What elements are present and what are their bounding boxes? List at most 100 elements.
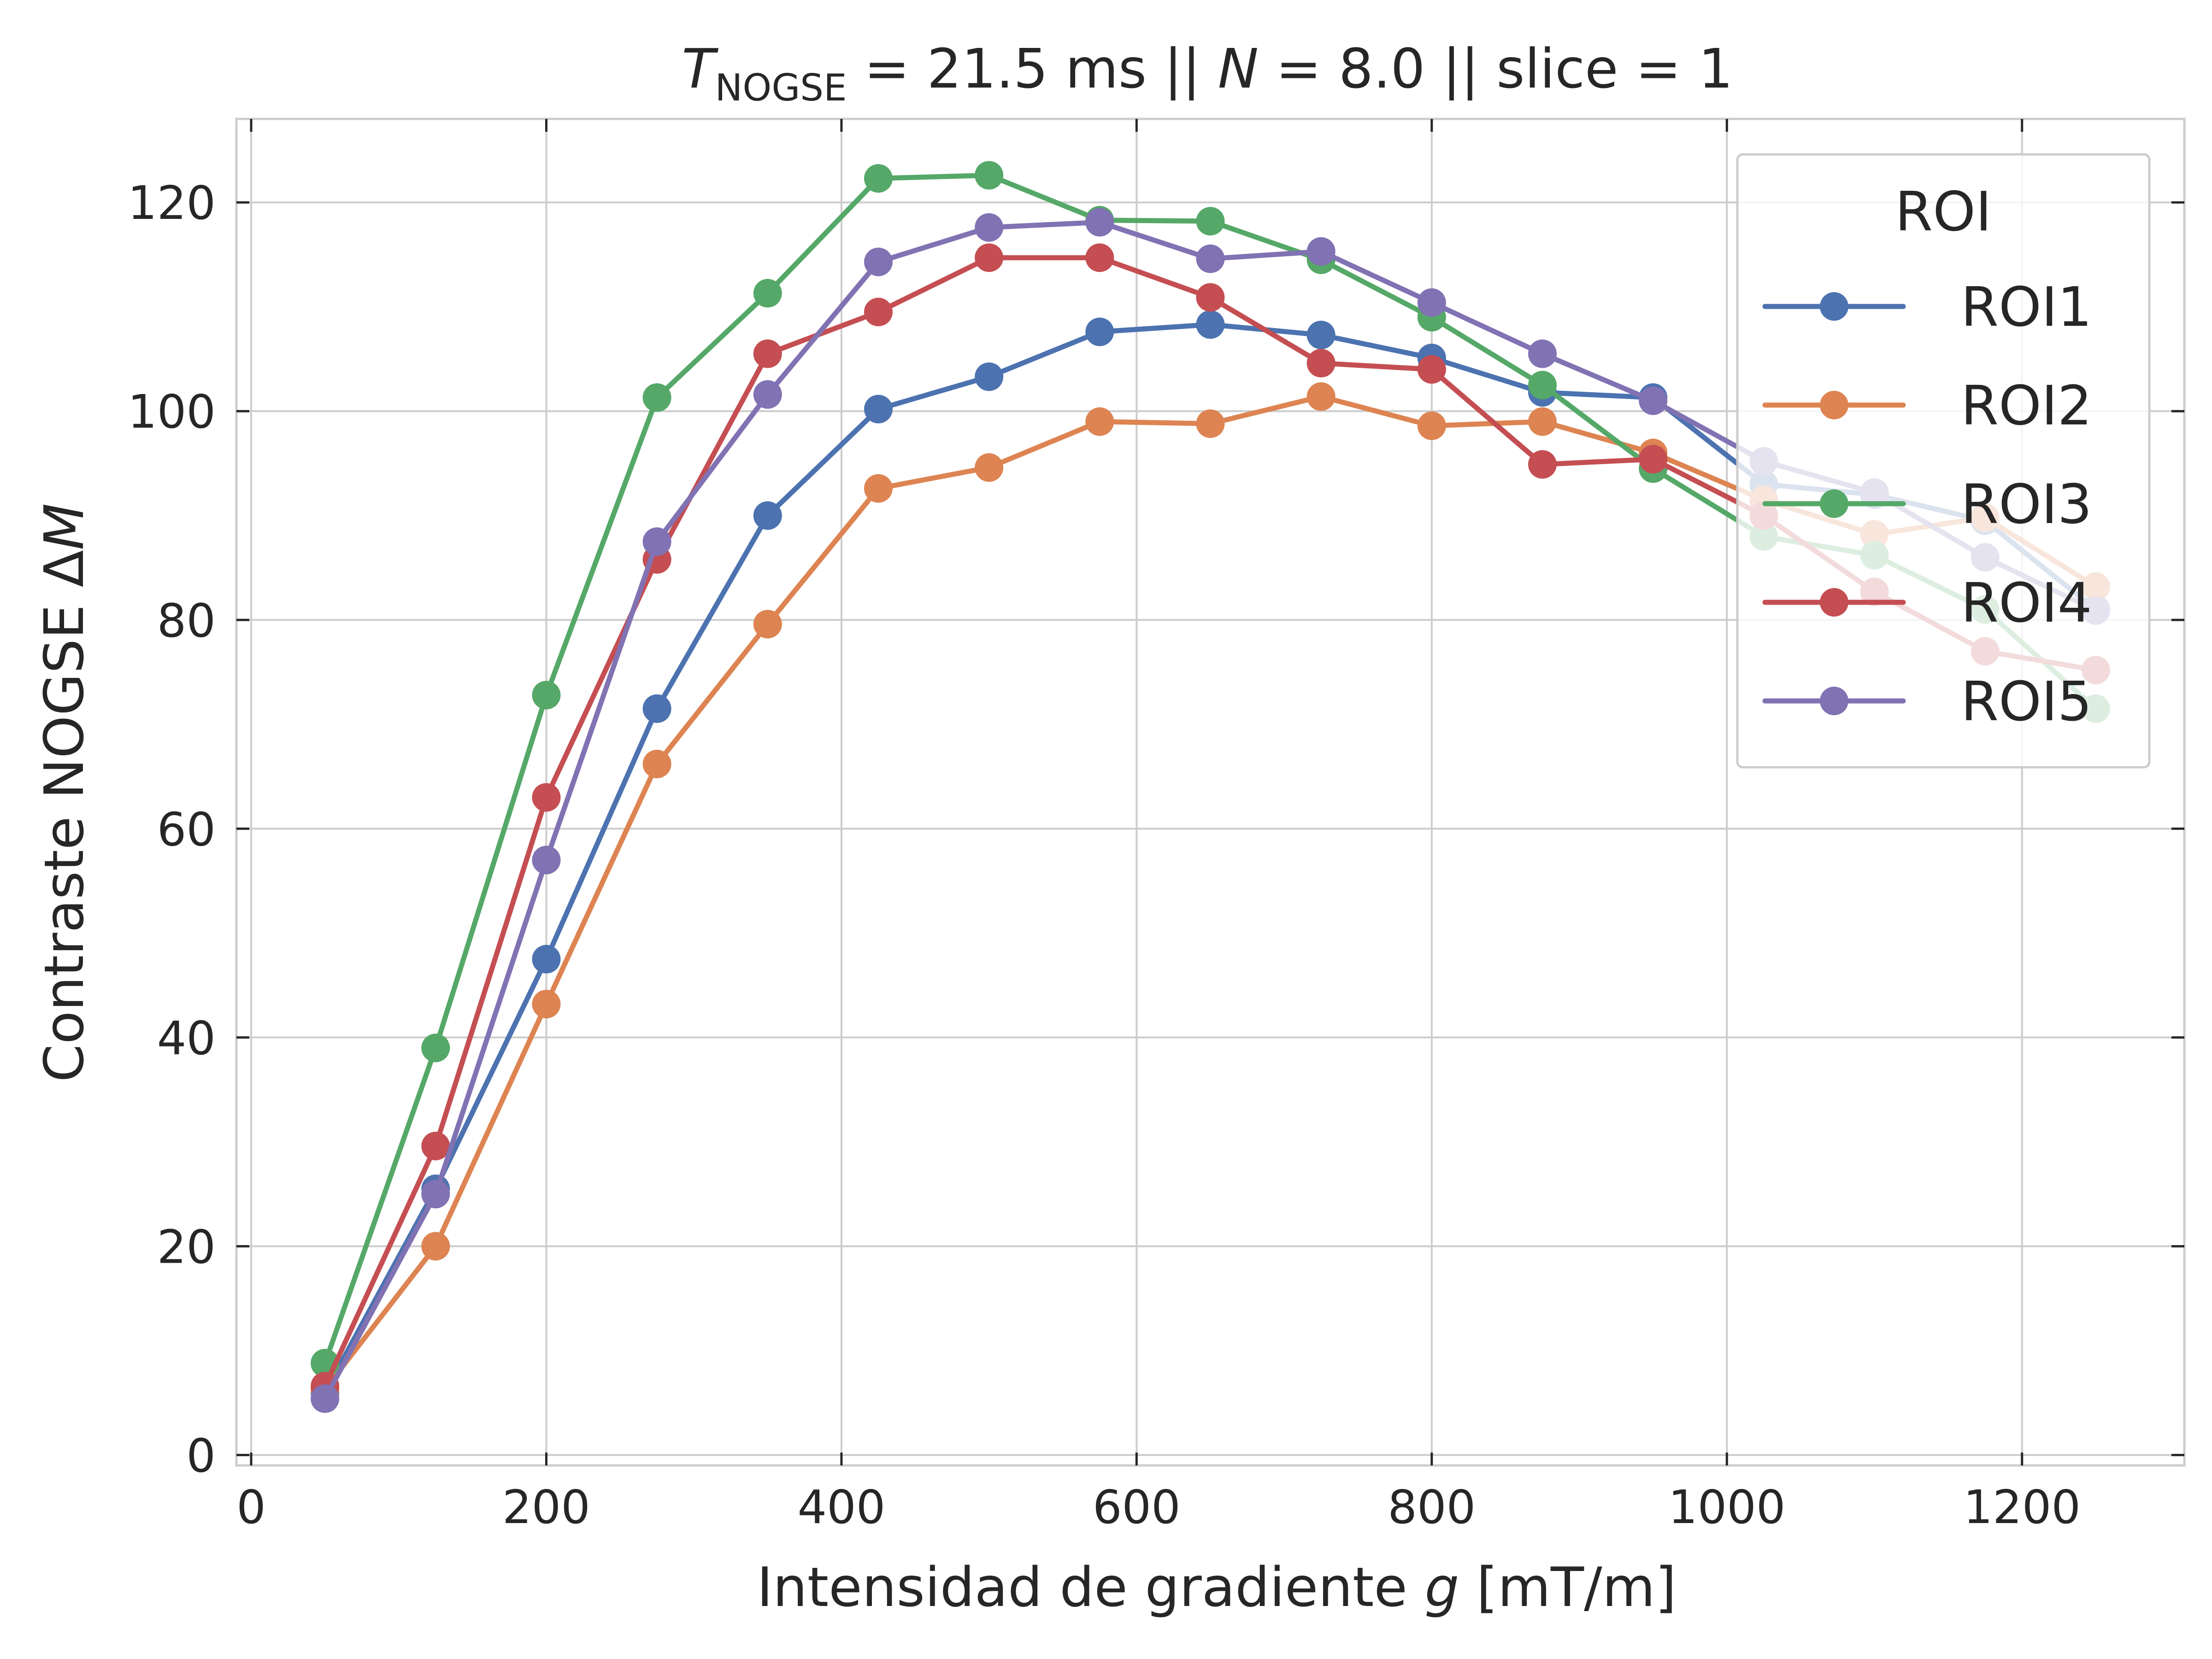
- data-point: [421, 1033, 450, 1062]
- x-axis-label-var: g: [1425, 1555, 1459, 1619]
- chart-title: TNOGSE = 21.5 ms || N = 8.0 || slice = 1: [682, 37, 1733, 109]
- data-point: [1417, 355, 1446, 384]
- data-point: [753, 501, 782, 530]
- legend: ROI ROI1 ROI2 ROI3 ROI4 ROI5: [1736, 153, 2151, 769]
- title-symbol: T: [682, 37, 718, 100]
- legend-label: ROI3: [1961, 472, 2092, 536]
- legend-label: ROI4: [1961, 571, 2092, 635]
- legend-item-roi2: ROI2: [1762, 374, 2092, 437]
- legend-marker: [1820, 588, 1848, 617]
- y-tick-label: 40: [157, 1011, 216, 1065]
- legend-marker: [1820, 489, 1848, 518]
- data-point: [642, 694, 671, 723]
- legend-marker: [1820, 391, 1848, 419]
- data-point: [975, 161, 1004, 190]
- data-point: [975, 453, 1004, 482]
- data-point: [1528, 339, 1557, 368]
- x-tick-label: 200: [502, 1480, 590, 1534]
- data-point: [1528, 371, 1557, 400]
- data-point: [532, 783, 561, 812]
- data-point: [975, 213, 1004, 242]
- data-point: [421, 1131, 450, 1160]
- data-point: [1196, 244, 1225, 273]
- data-point: [864, 474, 893, 503]
- data-point: [864, 394, 893, 424]
- data-point: [642, 383, 671, 412]
- legend-title: ROI: [1895, 180, 1992, 243]
- grid: [236, 119, 2184, 1465]
- title-text-a: = 21.5 ms ||: [847, 37, 1218, 100]
- data-point: [1528, 450, 1557, 479]
- y-tick-label: 80: [157, 594, 216, 647]
- data-point: [532, 681, 561, 710]
- plot-frame: [235, 118, 2186, 1467]
- legend-item-roi5: ROI5: [1762, 670, 2092, 733]
- y-tick-label: 60: [157, 802, 216, 856]
- title-n-symbol: N: [1218, 37, 1259, 100]
- legend-label: ROI5: [1961, 670, 2092, 733]
- data-point: [421, 1232, 450, 1261]
- legend-items: ROI1 ROI2 ROI3 ROI4 ROI5: [1762, 275, 2092, 733]
- x-tick-label: 1000: [1668, 1480, 1786, 1534]
- data-point: [1085, 208, 1114, 237]
- legend-item-roi4: ROI4: [1762, 571, 2092, 635]
- x-tick-label: 400: [797, 1480, 885, 1534]
- data-point: [864, 247, 893, 276]
- data-point: [1639, 386, 1668, 415]
- data-point: [753, 279, 782, 308]
- data-point: [753, 380, 782, 409]
- data-point: [753, 339, 782, 368]
- data-point: [1196, 206, 1225, 235]
- data-point: [1639, 445, 1668, 474]
- legend-item-roi3: ROI3: [1762, 472, 2092, 536]
- data-point: [1196, 283, 1225, 312]
- data-point: [1196, 409, 1225, 438]
- title-subscript: NOGSE: [715, 66, 847, 109]
- data-point: [1196, 310, 1225, 339]
- x-tick-label: 0: [236, 1480, 266, 1534]
- data-point: [1306, 382, 1335, 411]
- data-point: [975, 362, 1004, 391]
- y-tick-label: 20: [157, 1220, 216, 1274]
- data-point: [1306, 237, 1335, 266]
- x-axis-label-unit: [mT/m]: [1459, 1555, 1676, 1619]
- y-axis-label: Contraste NOGSE ΔM: [32, 503, 96, 1082]
- legend-label: ROI1: [1961, 275, 2092, 339]
- data-point: [532, 945, 561, 974]
- x-tick-label: 600: [1093, 1480, 1181, 1534]
- data-point: [1085, 243, 1114, 272]
- data-point: [753, 610, 782, 639]
- data-point: [1085, 407, 1114, 436]
- data-point: [532, 846, 561, 875]
- legend-label: ROI2: [1961, 374, 2092, 437]
- data-point: [532, 989, 561, 1018]
- x-tick-label: 1200: [1964, 1480, 2081, 1534]
- y-tick-label: 120: [128, 176, 216, 230]
- title-text-b: = 8.0 || slice = 1: [1259, 37, 1733, 100]
- data-point: [421, 1180, 450, 1209]
- y-tick-label: 0: [186, 1429, 216, 1483]
- data-point: [642, 527, 671, 556]
- y-axis-label-var: M: [32, 503, 96, 550]
- data-point: [864, 164, 893, 193]
- data-point: [1306, 320, 1335, 349]
- y-tick-label: 100: [128, 385, 216, 439]
- x-axis-label: Intensidad de gradiente g [mT/m]: [757, 1555, 1677, 1619]
- y-axis-label-text: Contraste NOGSE Δ: [32, 550, 96, 1082]
- data-point: [864, 298, 893, 327]
- data-point: [311, 1384, 340, 1413]
- data-point: [975, 243, 1004, 272]
- legend-marker: [1820, 687, 1848, 715]
- x-axis-label-text: Intensidad de gradiente: [757, 1555, 1424, 1619]
- axis-ticks: 0 200 400 600 800 1000 1200 0 20 40 60 80 100 120: [128, 119, 2184, 1534]
- legend-item-roi1: ROI1: [1762, 275, 2092, 339]
- data-point: [642, 749, 671, 778]
- legend-marker: [1820, 292, 1848, 321]
- data-point: [1417, 411, 1446, 440]
- x-tick-label: 800: [1388, 1480, 1476, 1534]
- data-point: [1306, 349, 1335, 378]
- data-point: [1085, 318, 1114, 347]
- data-point: [1417, 288, 1446, 317]
- data-point: [1528, 407, 1557, 436]
